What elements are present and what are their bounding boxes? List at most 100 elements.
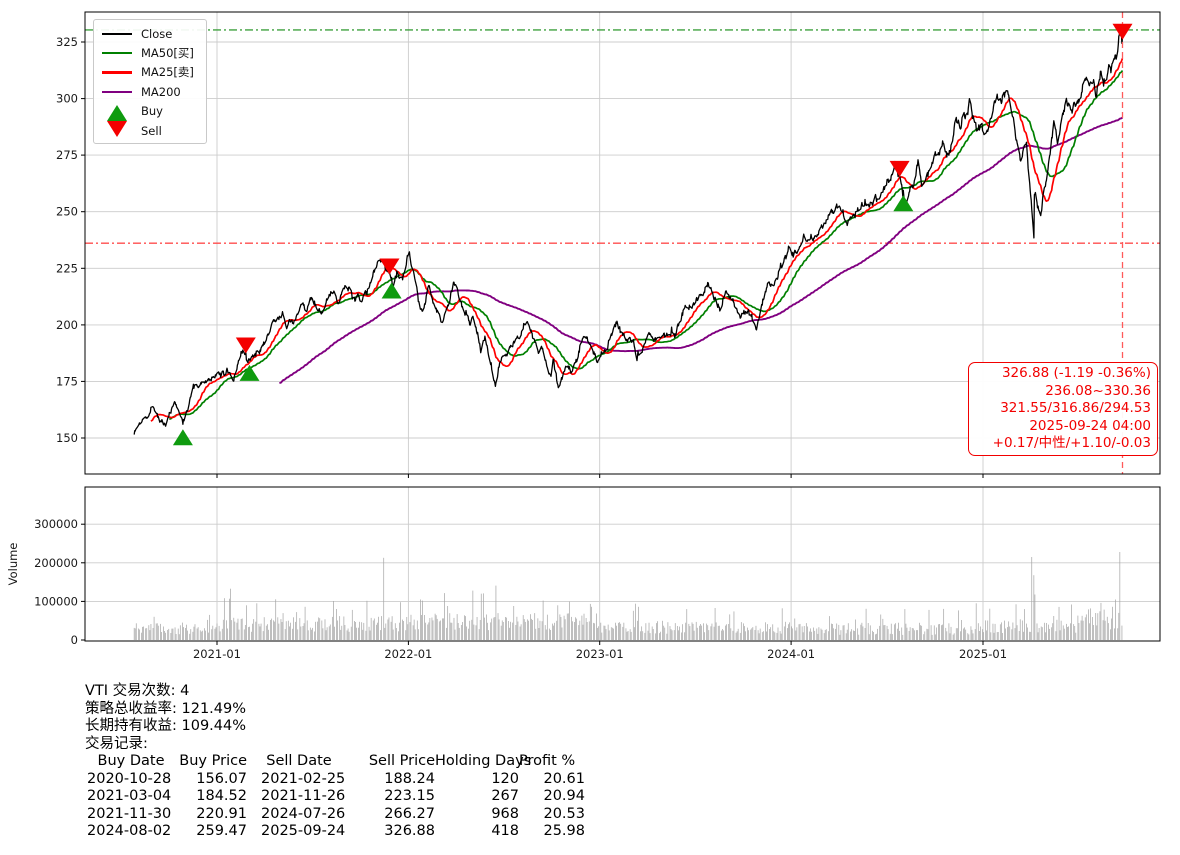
price-annotation: 326.88 (-1.19 -0.36%) 236.08~330.36 321.…: [968, 362, 1158, 456]
trade-cell: 2024-08-02: [87, 823, 172, 839]
price-tick-label: 250: [56, 205, 78, 219]
trade-row: 2020-10-28 156.07 2021-02-25 188.24 120 20.61: [85, 771, 585, 789]
trade-cell: 184.52: [196, 788, 247, 804]
trade-cell: 20.94: [543, 788, 585, 804]
sell-marker: [379, 258, 400, 275]
x-tick-label: 2023-01: [576, 647, 624, 661]
legend: Close MA50[买] MA25[卖] MA200 Buy Sell: [93, 19, 207, 145]
legend-item-close: Close: [102, 24, 194, 43]
trade-row: 2021-11-30 220.91 2024-07-26 266.27 968 20.53: [85, 806, 585, 824]
legend-label-ma200: MA200: [141, 84, 181, 99]
x-tick-label: 2022-01: [384, 647, 432, 661]
trade-col-header: Sell Price: [368, 753, 435, 769]
x-tick-label: 2024-01: [767, 647, 815, 661]
trades-table: Buy Date Buy Price Sell Date Sell Price Hold…: [85, 753, 585, 841]
price-tick-label: 325: [56, 35, 78, 49]
ma25-line: [150, 58, 1124, 422]
trade-cell: 188.24: [384, 770, 435, 787]
trade-cell: 20.53: [543, 805, 585, 822]
annotation-ma-values: 321.55/316.86/294.53: [1000, 400, 1151, 417]
trade-cell: 267: [491, 788, 519, 804]
trade-cell: 223.15: [384, 788, 435, 804]
trade-cell: 2021-11-30: [87, 805, 172, 822]
ma25-line-icon: [102, 71, 132, 74]
annotation-last-price: 326.88 (-1.19 -0.36%): [1001, 365, 1151, 381]
grid: [85, 12, 1160, 641]
price-tick-label: 300: [56, 92, 78, 106]
price-volume-chart: 150 175 200 225 250 275 300 325 0 100000 200000 300…: [6, 11, 1161, 661]
legend-item-sell: Sell: [102, 121, 194, 140]
volume-tick-label: 200000: [34, 556, 78, 570]
ma200-line: [279, 116, 1124, 385]
legend-item-ma25: MA25[卖]: [102, 63, 194, 82]
sell-marker: [889, 160, 910, 177]
legend-label-buy: Buy: [141, 104, 163, 119]
annotation-52w-range: 236.08~330.36: [1045, 382, 1151, 399]
trade-col-header: Sell Date: [266, 753, 332, 769]
buy-marker: [381, 282, 402, 299]
trade-cell: 2020-10-28: [87, 770, 172, 787]
trade-count-line: VTI 交易次数: 4: [85, 683, 190, 699]
trade-cell: 418: [491, 823, 519, 839]
trade-cell: 2021-11-26: [261, 788, 346, 804]
trade-cell: 968: [491, 805, 519, 822]
trade-col-header: Holding Days: [435, 753, 532, 769]
trade-col-header: Profit %: [519, 753, 576, 769]
trade-cell: 266.27: [384, 805, 435, 822]
tick-marks: [81, 41, 984, 645]
price-tick-label: 150: [56, 431, 78, 445]
ma50-line-icon: [102, 51, 132, 55]
trade-cell: 220.91: [196, 805, 247, 822]
volume-bars: [133, 552, 1123, 640]
price-panel-border: [84, 11, 1161, 475]
trade-cell: 2021-03-04: [87, 788, 172, 804]
legend-label-ma50: MA50[买]: [141, 46, 194, 61]
hold-return-line: 长期持有收益: 109.44%: [85, 718, 247, 734]
price-tick-label: 200: [56, 318, 78, 332]
sell-marker: [235, 337, 256, 354]
legend-label-sell: Sell: [141, 123, 162, 138]
trade-log-label: 交易记录:: [85, 735, 148, 752]
sell-marker-icon: [102, 121, 132, 138]
price-tick-label: 175: [56, 374, 78, 388]
buy-marker-icon: [102, 104, 132, 121]
volume-tick-label: 300000: [34, 517, 78, 531]
trade-col-header: Buy Date: [97, 753, 165, 769]
trade-cell: 259.47: [196, 823, 247, 839]
legend-label-ma25: MA25[卖]: [141, 65, 194, 80]
trade-cell: 156.07: [196, 770, 247, 787]
close-line-icon: [102, 32, 132, 35]
trade-cell: 2021-02-25: [261, 770, 346, 787]
annotation-timestamp: 2025-09-24 04:00: [1029, 417, 1151, 434]
legend-item-ma50: MA50[买]: [102, 43, 194, 62]
trade-col-header: Buy Price: [179, 753, 247, 769]
trade-cell: 2025-09-24: [261, 823, 346, 839]
buy-marker: [172, 429, 193, 446]
legend-item-buy: Buy: [102, 102, 194, 121]
buy-marker: [239, 364, 260, 381]
x-tick-label: 2021-01: [193, 647, 241, 661]
trade-cell: 326.88: [384, 823, 435, 839]
volume-tick-label: 0: [71, 633, 78, 647]
strategy-return-line: 策略总收益率: 121.49%: [85, 700, 247, 717]
strategy-summary: VTI 交易次数: 4 策略总收益率: 121.49% 长期持有收益: 109.…: [85, 683, 585, 841]
trades-header-row: Buy Date Buy Price Sell Date Sell Price Hold…: [85, 753, 585, 771]
trade-cell: 25.98: [543, 823, 585, 839]
sell-marker: [1112, 23, 1133, 40]
volume-axis-label: Volume: [6, 543, 20, 586]
price-tick-label: 225: [56, 261, 78, 275]
x-tick-label: 2025-01: [959, 647, 1007, 661]
annotation-signal: +0.17/中性/+1.10/-0.03: [992, 435, 1151, 452]
trade-row: 2021-03-04 184.52 2021-11-26 223.15 267 20.94: [85, 788, 585, 806]
price-tick-label: 275: [56, 148, 78, 162]
buy-marker: [893, 195, 914, 212]
trade-cell: 2024-07-26: [261, 805, 346, 822]
trade-row: 2024-08-02 259.47 2025-09-24 326.88 418 25.98: [85, 823, 585, 841]
close-line: [133, 29, 1124, 435]
trade-cell: 20.61: [543, 770, 585, 787]
legend-label-close: Close: [141, 26, 173, 41]
volume-panel-border: [84, 486, 1161, 642]
ma200-line-icon: [102, 90, 132, 94]
volume-tick-label: 100000: [34, 594, 78, 608]
